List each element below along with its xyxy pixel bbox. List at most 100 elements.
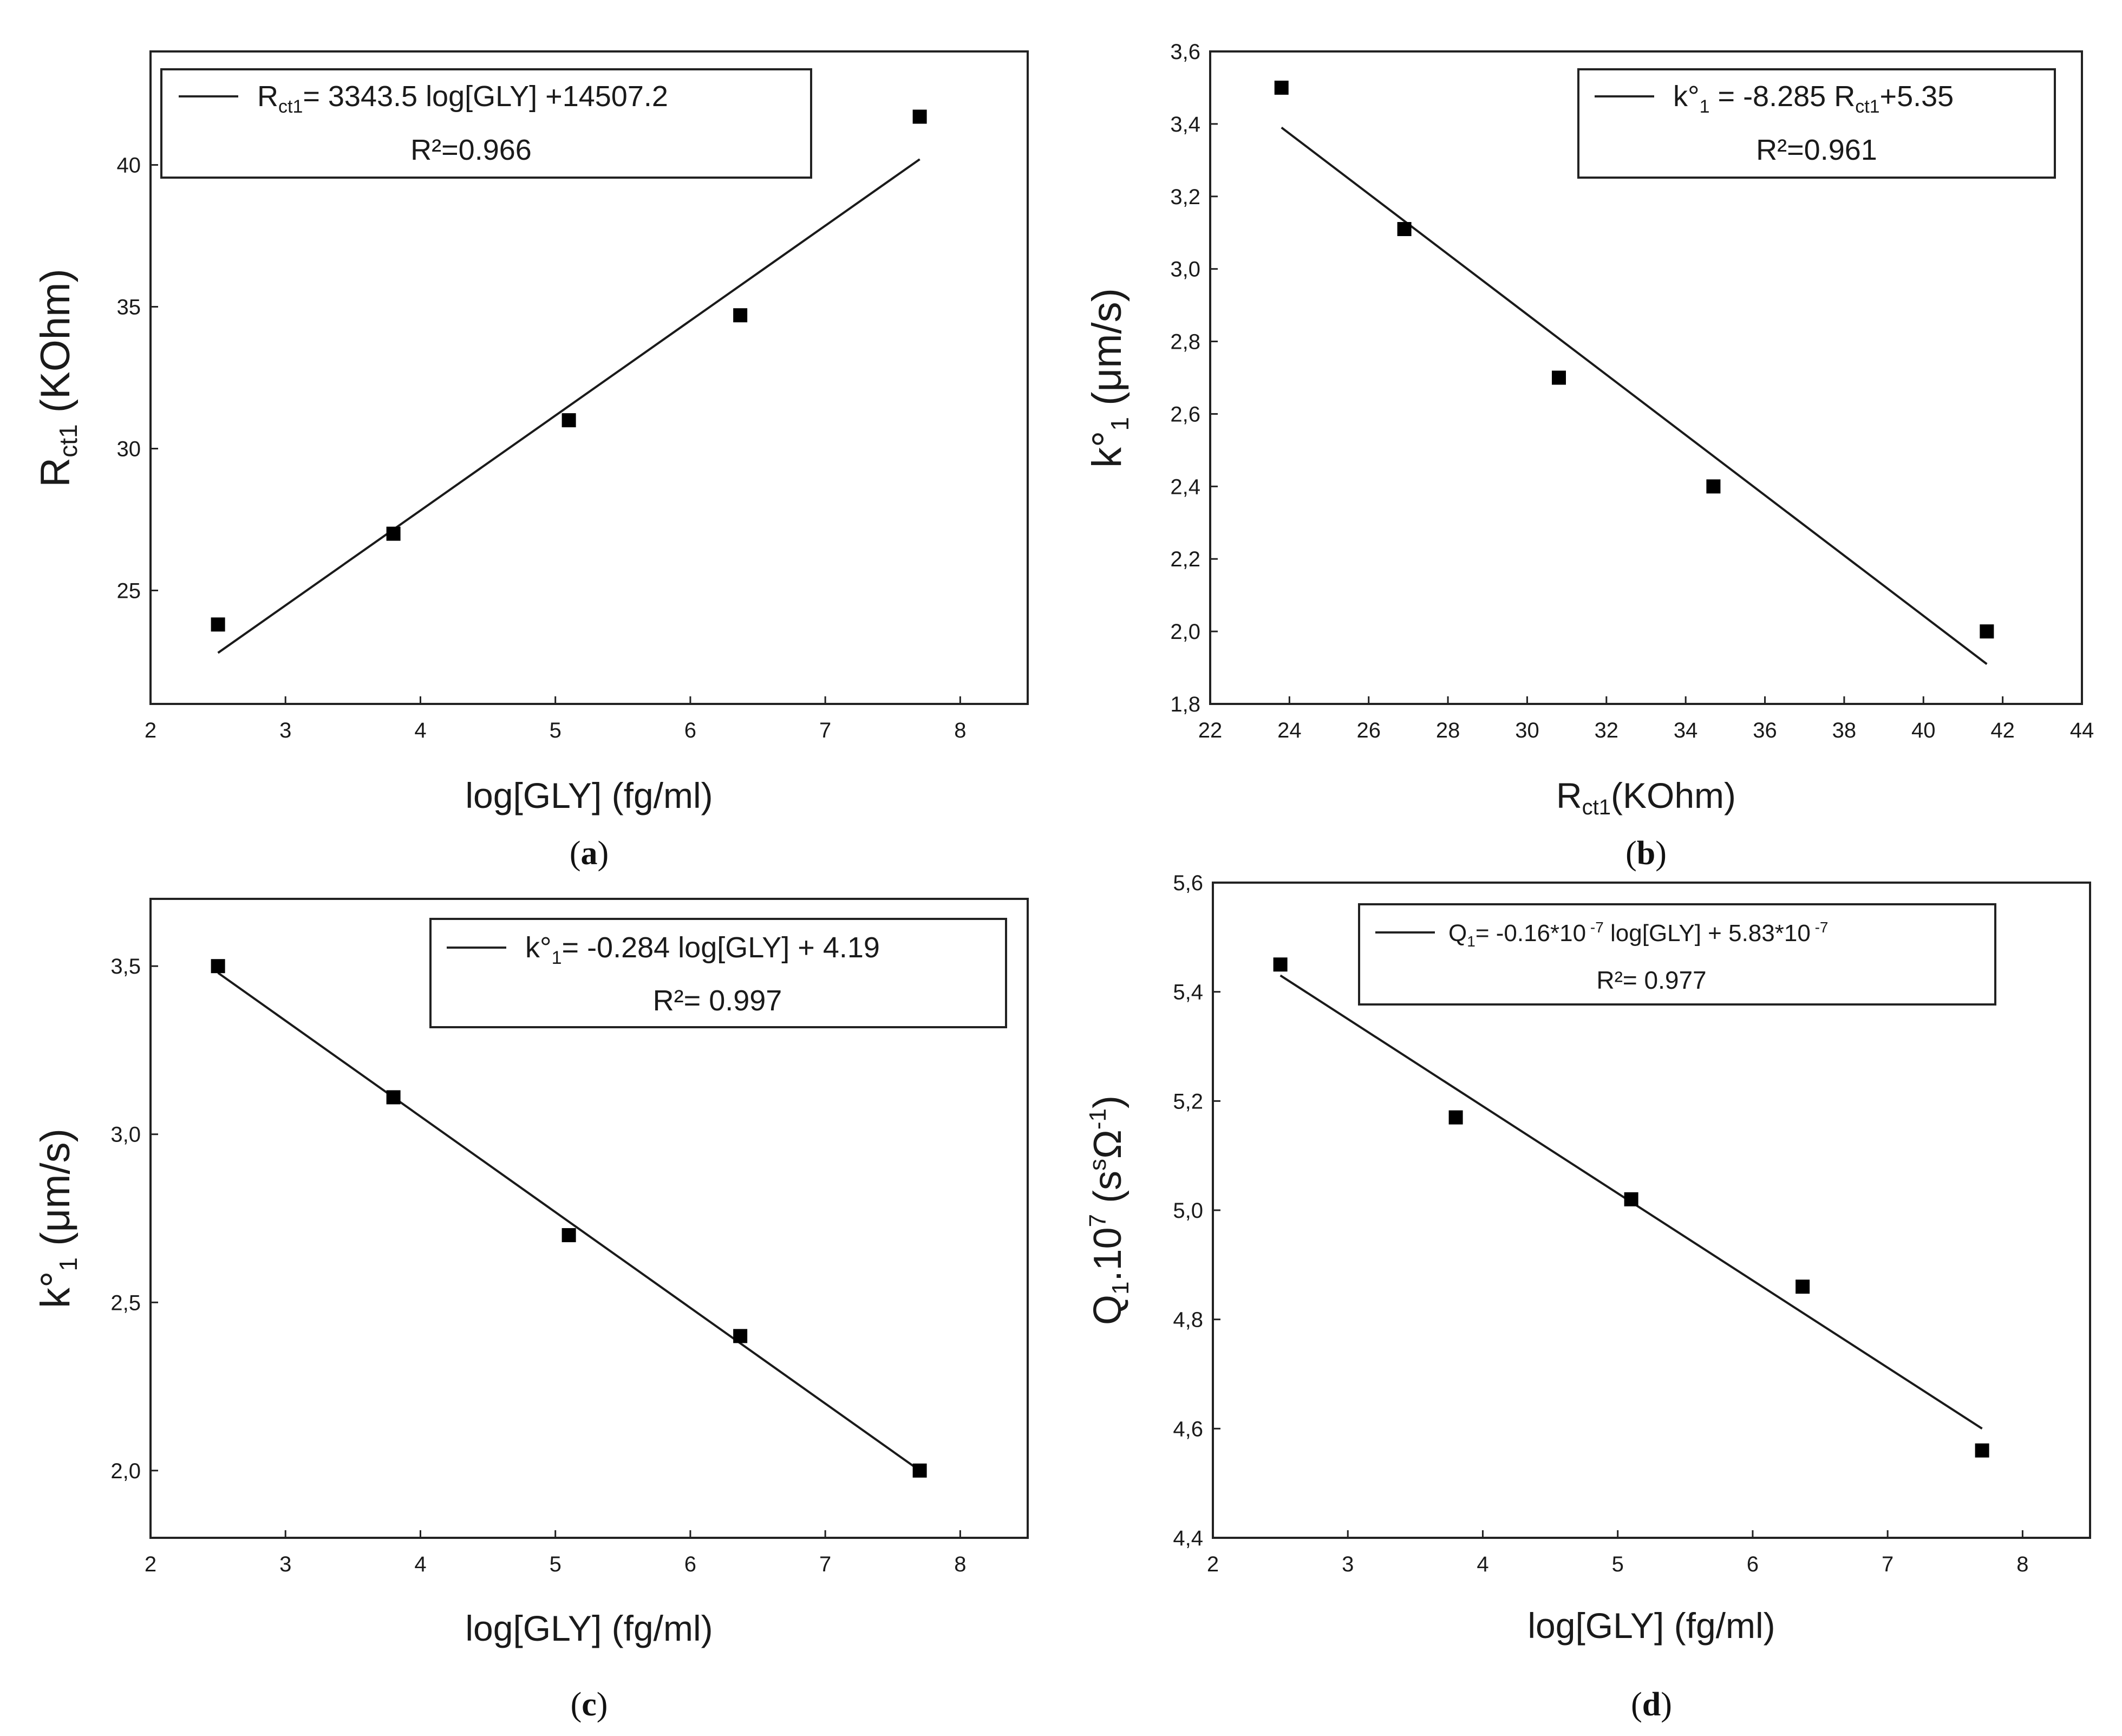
- y-axis-label-b: k°1 (μm/s): [1084, 288, 1134, 468]
- x-axis-label-b: Rct1(KOhm): [1556, 775, 1736, 819]
- data-point-b: [1397, 222, 1412, 237]
- legend-r2-c: R²= 0.997: [653, 984, 782, 1017]
- legend-eq-sub-c: 1: [552, 948, 562, 968]
- y-tick-label-d: 4,6: [1173, 1417, 1203, 1441]
- legend-box-b: [1577, 68, 2056, 179]
- data-point-b: [1552, 370, 1566, 385]
- legend-eq-main-c: k°: [525, 931, 552, 964]
- y-ticks-b: 1,8 2,0 2,2 2,4 2,6 2,8 3,0 3,2 3,4 3,6: [1170, 40, 1218, 716]
- x-tick-label-a: 8: [954, 719, 966, 742]
- y-tick-label-d: 5,0: [1173, 1199, 1203, 1223]
- y-label-main-c: k°: [32, 1271, 79, 1308]
- legend-eq-mid-b: = -8.285 R: [1710, 80, 1856, 113]
- data-point-d: [1624, 1192, 1638, 1206]
- x-tick-label-d: 2: [1207, 1552, 1219, 1576]
- data-point-c: [211, 959, 225, 974]
- y-label-rest-b: (μm/s): [1084, 288, 1130, 417]
- x-tick-label-b: 24: [1277, 719, 1302, 742]
- legend-r2-d: R²= 0.977: [1596, 966, 1706, 994]
- x-tick-label-b: 42: [1990, 719, 2015, 742]
- x-axis-label-c: log[GLY] (fg/ml): [465, 1608, 713, 1648]
- y-tick-label-d: 4,4: [1173, 1526, 1203, 1550]
- x-tick-label-d: 8: [2016, 1552, 2028, 1576]
- x-tick-label-b: 40: [1911, 719, 1936, 742]
- x-tick-label-b: 32: [1595, 719, 1619, 742]
- caption-letter-a: a: [581, 835, 598, 872]
- legend-eq-rest2-d: log[GLY] + 5.83*10: [1604, 920, 1811, 947]
- x-tick-label-d: 6: [1747, 1552, 1759, 1576]
- x-tick-label-a: 2: [145, 719, 156, 742]
- legend-box-a: [160, 68, 812, 179]
- data-point-a: [211, 617, 225, 632]
- legend-box-c: [429, 918, 1007, 1028]
- x-label-sub-b: ct1: [1582, 795, 1611, 819]
- data-point-d: [1448, 1110, 1463, 1125]
- fit-line-a: [217, 158, 920, 654]
- x-tick-label-b: 34: [1674, 719, 1698, 742]
- marks-d: [1273, 957, 1989, 1458]
- legend-eq-rest-b: +5.35: [1880, 80, 1954, 113]
- x-ticks-d: 2 3 4 5 6 7 8: [1207, 1530, 2029, 1576]
- legend-equation-b: k°1 = -8.285 Rct1+5.35: [1673, 80, 1954, 117]
- legend-box-d: [1358, 903, 1996, 1006]
- legend-eq-sup-d: -7: [1586, 919, 1604, 936]
- x-tick-label-d: 3: [1342, 1552, 1354, 1576]
- x-tick-label-b: 26: [1356, 719, 1381, 742]
- x-tick-label-c: 6: [684, 1552, 696, 1576]
- plot-frame-b: [1209, 50, 2083, 705]
- y-tick-label-b: 2,4: [1170, 475, 1200, 499]
- legend-eq-sub2-b: ct1: [1855, 96, 1879, 117]
- data-point-a: [561, 413, 576, 428]
- plot-frame-a: [149, 50, 1029, 705]
- x-tick-label-b: 44: [2070, 719, 2094, 742]
- x-tick-label-b: 38: [1832, 719, 1857, 742]
- y-ticks-d: 4,4 4,6 4,8 5,0 5,2 5,4 5,6: [1173, 871, 1220, 1550]
- data-point-c: [386, 1090, 401, 1105]
- x-tick-label-a: 5: [550, 719, 561, 742]
- x-tick-label-a: 3: [279, 719, 291, 742]
- legend-eq-sub-a: ct1: [278, 96, 303, 117]
- y-label-rest-d: .10: [1086, 1227, 1129, 1281]
- y-label-main-d: Q: [1086, 1295, 1129, 1325]
- y-tick-label-b: 2,6: [1170, 402, 1200, 426]
- y-label-sub-c: 1: [54, 1257, 82, 1271]
- legend-eq-sub-d: 1: [1467, 933, 1475, 950]
- marks-c: [211, 959, 927, 1478]
- x-label-rest-b: (KOhm): [1611, 775, 1736, 815]
- legend-eq-main-a: R: [257, 80, 278, 113]
- legend-eq-sup2-d: -7: [1811, 919, 1829, 936]
- y-tick-label-d: 5,2: [1173, 1089, 1203, 1113]
- data-point-b: [1980, 624, 1994, 639]
- y-tick-label-b: 1,8: [1170, 693, 1200, 716]
- y-label-main-a: R: [32, 458, 79, 487]
- y-tick-label-b: 2,0: [1170, 620, 1200, 644]
- legend-eq-rest-c: = -0.284 log[GLY] + 4.19: [562, 931, 880, 964]
- x-tick-label-b: 36: [1753, 719, 1777, 742]
- caption-letter-b: b: [1637, 835, 1655, 872]
- legend-eq-rest-a: = 3343.5 log[GLY] +14507.2: [303, 80, 668, 113]
- y-tick-label-c: 3,5: [110, 955, 141, 978]
- x-axis-label-d: log[GLY] (fg/ml): [1527, 1606, 1775, 1646]
- caption-letter-c: c: [582, 1686, 597, 1723]
- caption-b: (b): [1625, 835, 1667, 872]
- data-point-d: [1795, 1280, 1810, 1294]
- y-tick-label-b: 2,2: [1170, 547, 1200, 571]
- x-tick-label-c: 5: [550, 1552, 561, 1576]
- y-tick-label-a: 35: [117, 296, 141, 319]
- x-tick-label-c: 3: [279, 1552, 291, 1576]
- legend-equation-c: k°1= -0.284 log[GLY] + 4.19: [525, 931, 880, 968]
- x-tick-label-b: 22: [1198, 719, 1223, 742]
- data-point-d: [1273, 957, 1288, 972]
- data-point-a: [912, 109, 927, 124]
- x-tick-label-b: 28: [1436, 719, 1460, 742]
- y-label-sub-a: ct1: [54, 424, 82, 457]
- x-ticks-c: 2 3 4 5 6 7 8: [145, 1530, 967, 1576]
- x-tick-label-a: 6: [684, 719, 696, 742]
- x-tick-label-c: 7: [819, 1552, 831, 1576]
- y-tick-label-b: 2,8: [1170, 330, 1200, 354]
